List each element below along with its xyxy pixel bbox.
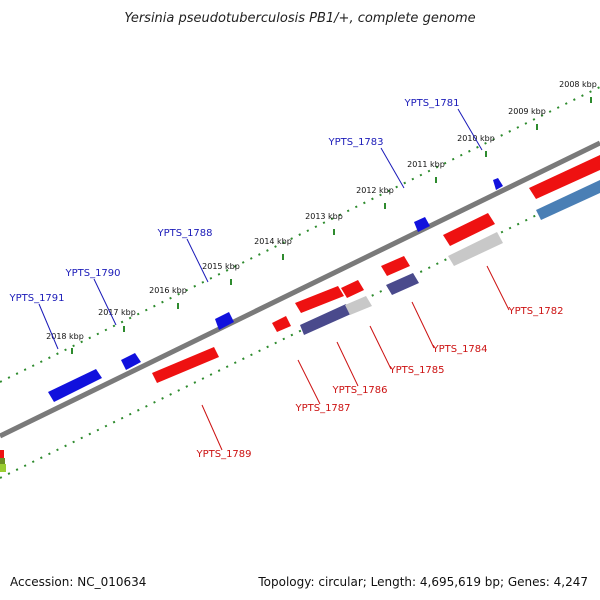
kbp-label: 2009 kbp <box>508 107 546 116</box>
gene-feature[interactable] <box>0 464 6 472</box>
gene-feature[interactable] <box>345 296 372 315</box>
outer-scale-track <box>0 86 600 383</box>
gene-label[interactable]: YPTS_1783 <box>327 137 383 148</box>
kbp-label: 2015 kbp <box>202 262 240 271</box>
kbp-label: 2008 kbp <box>559 80 597 89</box>
gene-leader-line <box>411 301 435 349</box>
gene-leader-line <box>336 341 359 387</box>
gene-feature[interactable] <box>0 458 5 464</box>
gene-feature[interactable] <box>300 304 351 335</box>
gene-label[interactable]: YPTS_1785 <box>388 365 444 376</box>
gene-feature[interactable] <box>48 369 102 402</box>
kbp-label: 2016 kbp <box>149 286 187 295</box>
gene-leader-line <box>457 108 483 151</box>
gene-labels: YPTS_1781 YPTS_1783 YPTS_1788 YPTS_1790 YPTS… <box>8 98 563 460</box>
gene-label[interactable]: YPTS_1782 <box>507 306 563 317</box>
gene-feature[interactable] <box>295 286 344 313</box>
gene-feature[interactable] <box>529 155 600 199</box>
gene-feature[interactable] <box>0 450 4 458</box>
inner-scale-track <box>0 183 600 479</box>
major-ticks <box>71 97 592 354</box>
kbp-label: 2017 kbp <box>98 308 136 317</box>
gene-feature[interactable] <box>414 217 430 232</box>
gene-label[interactable]: YPTS_1786 <box>331 385 387 396</box>
kbp-label: 2012 kbp <box>356 186 394 195</box>
gene-leader-line <box>38 303 59 350</box>
kbp-label: 2018 kbp <box>46 332 84 341</box>
gene-label[interactable]: YPTS_1789 <box>195 449 251 460</box>
gene-leader-line <box>201 404 223 451</box>
gene-leader-line <box>380 147 405 189</box>
gene-label[interactable]: YPTS_1787 <box>294 403 350 414</box>
kbp-label: 2014 kbp <box>254 237 292 246</box>
gene-leader-line <box>486 265 510 311</box>
gene-leader-line <box>186 238 209 283</box>
genome-title: Yersinia pseudotuberculosis PB1/+, compl… <box>124 11 475 26</box>
gene-feature[interactable] <box>386 273 419 295</box>
gene-label[interactable]: YPTS_1781 <box>403 98 459 109</box>
gene-label[interactable]: YPTS_1790 <box>64 268 120 279</box>
gene-feature[interactable] <box>341 280 364 298</box>
forward-features <box>48 178 503 402</box>
gene-feature[interactable] <box>272 316 291 332</box>
accession-text: Accession: NC_010634 <box>10 575 147 589</box>
genome-summary-text: Topology: circular; Length: 4,695,619 bp… <box>258 575 588 589</box>
gene-leader-line <box>93 278 117 326</box>
gene-label[interactable]: YPTS_1784 <box>431 344 487 355</box>
reverse-features <box>0 155 600 472</box>
gene-feature[interactable] <box>536 180 600 220</box>
gene-label[interactable]: YPTS_1791 <box>8 293 64 304</box>
gene-feature[interactable] <box>443 213 495 246</box>
gene-feature[interactable] <box>215 312 234 330</box>
gene-feature[interactable] <box>381 256 410 276</box>
gene-leader-line <box>369 325 392 370</box>
gene-feature[interactable] <box>152 347 219 383</box>
genome-backbone <box>0 140 600 439</box>
kbp-label: 2011 kbp <box>407 160 445 169</box>
kbp-label: 2013 kbp <box>305 212 343 221</box>
gene-leader-line <box>297 359 321 405</box>
gene-label[interactable]: YPTS_1788 <box>156 228 212 239</box>
gene-feature[interactable] <box>121 353 141 370</box>
kbp-labels: 2008 kbp 2009 kbp 2010 kbp 2011 kbp 2012 kbp… <box>46 80 597 341</box>
kbp-label: 2010 kbp <box>457 134 495 143</box>
gene-feature[interactable] <box>448 232 503 266</box>
gene-feature[interactable] <box>493 178 503 190</box>
